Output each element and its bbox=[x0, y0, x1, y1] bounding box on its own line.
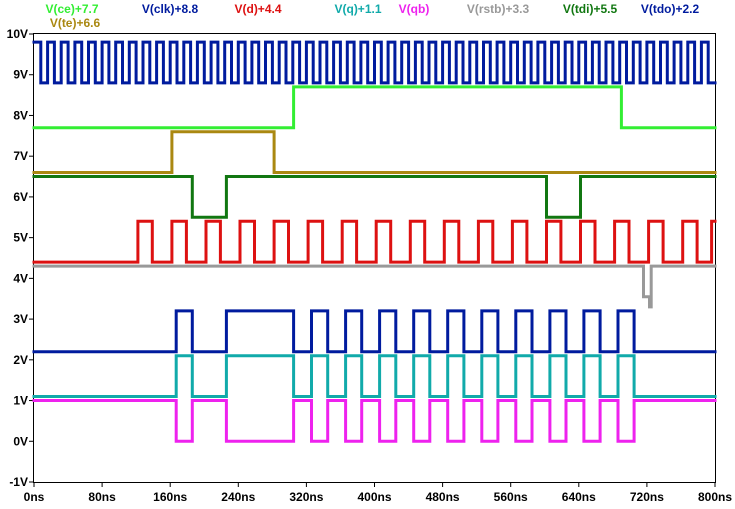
legend-entry: V(q)+1.1 bbox=[334, 2, 381, 16]
legend-entry: V(clk)+8.8 bbox=[142, 2, 199, 16]
x-tick-label: 0ns bbox=[24, 490, 45, 504]
x-tick-label: 800ns bbox=[698, 490, 732, 504]
x-tick-label: 80ns bbox=[88, 490, 116, 504]
axis-ticks: 0ns 80ns 160ns 240ns 320ns 400ns 480ns 560ns 640… bbox=[7, 27, 733, 504]
legend-entry: V(ce)+7.7 bbox=[45, 2, 98, 16]
trace-v-qb bbox=[32, 399, 717, 443]
legend: V(ce)+7.7 V(clk)+8.8 V(d)+4.4 V(q)+1.1 V(qb)… bbox=[45, 2, 699, 30]
trace-v-tdi-5-5 bbox=[32, 175, 717, 219]
y-tick-label: 10V bbox=[7, 27, 28, 41]
legend-entry: V(tdo)+2.2 bbox=[641, 2, 700, 16]
y-tick-label: 9V bbox=[13, 68, 28, 82]
y-tick-label: 1V bbox=[13, 394, 28, 408]
x-tick-label: 640ns bbox=[562, 490, 596, 504]
y-tick-label: 8V bbox=[13, 108, 28, 122]
y-tick-label: 4V bbox=[13, 271, 28, 285]
x-tick-label: 560ns bbox=[494, 490, 528, 504]
y-tick-label: 3V bbox=[13, 312, 28, 326]
x-tick-label: 400ns bbox=[357, 490, 391, 504]
trace-v-rstb-3-3 bbox=[32, 264, 717, 309]
legend-entry: V(tdi)+5.5 bbox=[563, 2, 618, 16]
trace-v-clk-8-8 bbox=[32, 40, 717, 85]
trace-v-d-4-4 bbox=[32, 219, 717, 264]
trace-group bbox=[32, 40, 717, 443]
x-tick-label: 480ns bbox=[426, 490, 460, 504]
trace-v-te-6-6 bbox=[32, 130, 717, 174]
y-tick-label: 0V bbox=[13, 434, 28, 448]
y-tick-label: 6V bbox=[13, 190, 28, 204]
y-tick-label: -1V bbox=[9, 475, 28, 489]
y-tick-label: 2V bbox=[13, 353, 28, 367]
x-tick-label: 240ns bbox=[221, 490, 255, 504]
legend-entry: V(qb) bbox=[399, 2, 430, 16]
trace-v-tdo-2-2 bbox=[32, 309, 717, 354]
y-tick-label: 5V bbox=[13, 231, 28, 245]
x-tick-label: 160ns bbox=[153, 490, 187, 504]
trace-v-q-1-1 bbox=[32, 354, 717, 398]
legend-entry: V(d)+4.4 bbox=[234, 2, 281, 16]
x-tick-label: 720ns bbox=[630, 490, 664, 504]
x-tick-label: 320ns bbox=[289, 490, 323, 504]
legend-entry: V(te)+6.6 bbox=[50, 16, 101, 30]
legend-entry: V(rstb)+3.3 bbox=[467, 2, 530, 16]
trace-v-ce-7-7 bbox=[32, 85, 717, 130]
y-tick-label: 7V bbox=[13, 149, 28, 163]
